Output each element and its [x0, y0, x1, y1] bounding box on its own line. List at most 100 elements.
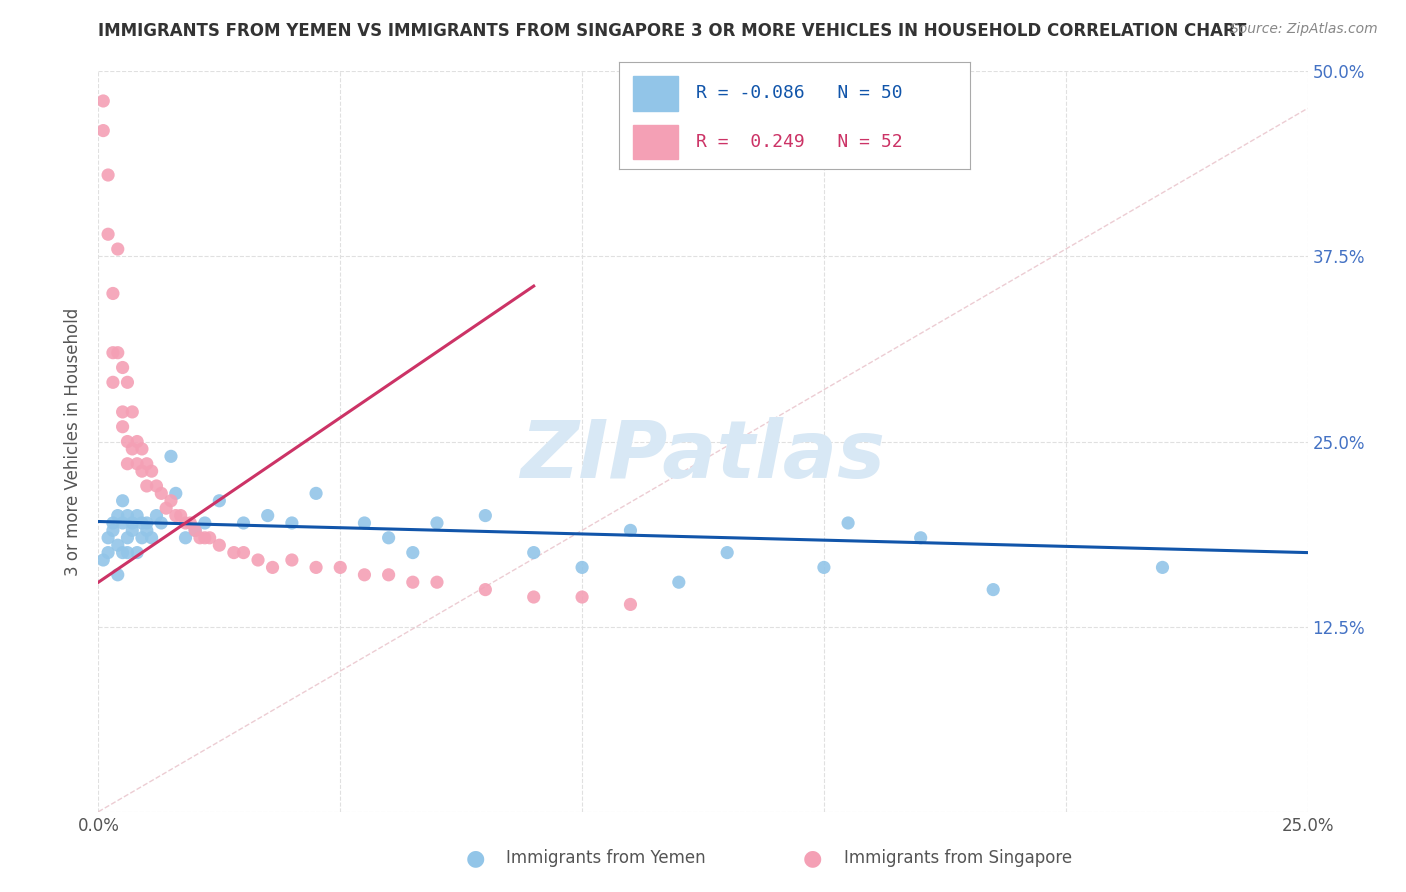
Point — [117, 434, 139, 449]
Point — [135, 524, 157, 538]
Point — [377, 531, 399, 545]
Text: Immigrants from Yemen: Immigrants from Yemen — [506, 849, 706, 867]
Point — [981, 582, 1004, 597]
Point — [160, 450, 183, 464]
Point — [117, 531, 139, 545]
Point — [813, 560, 835, 574]
Point — [121, 442, 143, 456]
Point — [281, 553, 304, 567]
Y-axis label: 3 or more Vehicles in Household: 3 or more Vehicles in Household — [65, 308, 83, 575]
Point — [426, 516, 449, 530]
Point — [619, 598, 641, 612]
Point — [1152, 560, 1174, 574]
Point — [256, 508, 278, 523]
Point — [523, 546, 546, 560]
Bar — [633, 125, 678, 159]
Point — [169, 508, 191, 523]
Point — [101, 376, 124, 390]
Point — [329, 560, 352, 574]
Point — [135, 516, 157, 530]
Point — [97, 168, 120, 182]
Point — [145, 479, 167, 493]
Point — [150, 516, 173, 530]
Text: IMMIGRANTS FROM YEMEN VS IMMIGRANTS FROM SINGAPORE 3 OR MORE VEHICLES IN HOUSEHO: IMMIGRANTS FROM YEMEN VS IMMIGRANTS FROM… — [98, 22, 1247, 40]
Point — [131, 464, 153, 478]
Point — [281, 516, 304, 530]
Point — [127, 546, 149, 560]
Point — [523, 590, 546, 604]
Point — [262, 560, 284, 574]
Point — [141, 464, 163, 478]
Point — [131, 516, 153, 530]
Point — [837, 516, 859, 530]
Point — [910, 531, 932, 545]
Point — [117, 457, 139, 471]
Point — [111, 546, 134, 560]
Point — [716, 546, 738, 560]
Point — [97, 546, 120, 560]
Point — [668, 575, 690, 590]
Point — [145, 508, 167, 523]
Point — [131, 442, 153, 456]
Point — [97, 227, 120, 242]
Point — [135, 479, 157, 493]
Point — [232, 516, 254, 530]
Point — [426, 575, 449, 590]
Point — [97, 531, 120, 545]
Point — [222, 546, 245, 560]
Point — [305, 486, 328, 500]
Text: R = -0.086   N = 50: R = -0.086 N = 50 — [696, 85, 903, 103]
Point — [127, 457, 149, 471]
Point — [208, 538, 231, 552]
Text: R =  0.249   N = 52: R = 0.249 N = 52 — [696, 133, 903, 151]
Point — [353, 516, 375, 530]
Point — [111, 405, 134, 419]
Point — [165, 486, 187, 500]
Point — [127, 508, 149, 523]
Point — [101, 345, 124, 359]
Point — [160, 493, 183, 508]
Point — [150, 486, 173, 500]
Point — [165, 508, 187, 523]
Point — [174, 516, 197, 530]
Point — [107, 508, 129, 523]
Point — [155, 501, 177, 516]
Point — [121, 524, 143, 538]
Point — [111, 360, 134, 375]
Point — [131, 531, 153, 545]
Point — [179, 516, 201, 530]
Text: ZIPatlas: ZIPatlas — [520, 417, 886, 495]
Point — [141, 531, 163, 545]
Point — [305, 560, 328, 574]
Point — [184, 524, 207, 538]
Text: Immigrants from Singapore: Immigrants from Singapore — [844, 849, 1071, 867]
Point — [474, 582, 496, 597]
Point — [194, 531, 217, 545]
Point — [127, 434, 149, 449]
Point — [474, 508, 496, 523]
Point — [117, 376, 139, 390]
Point — [117, 508, 139, 523]
Point — [188, 531, 211, 545]
Point — [117, 546, 139, 560]
Point — [174, 531, 197, 545]
Point — [619, 524, 641, 538]
Text: ●: ● — [803, 848, 823, 868]
Point — [232, 546, 254, 560]
Point — [107, 567, 129, 582]
Point — [107, 538, 129, 552]
Point — [184, 524, 207, 538]
Point — [198, 531, 221, 545]
Point — [101, 516, 124, 530]
Point — [107, 242, 129, 256]
Text: ●: ● — [465, 848, 485, 868]
Point — [107, 345, 129, 359]
Point — [377, 567, 399, 582]
Point — [208, 493, 231, 508]
Point — [194, 516, 217, 530]
Point — [571, 560, 593, 574]
Point — [402, 575, 425, 590]
Point — [91, 94, 114, 108]
Point — [121, 516, 143, 530]
Point — [571, 590, 593, 604]
